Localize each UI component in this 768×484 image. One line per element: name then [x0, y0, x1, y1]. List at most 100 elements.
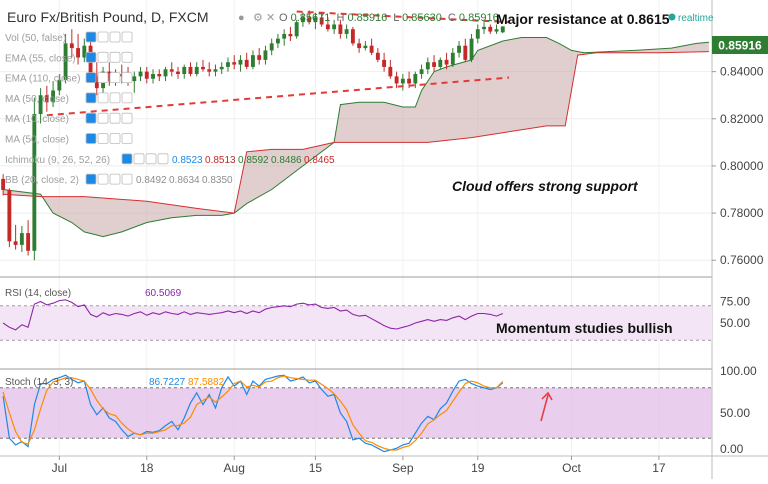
close-icon[interactable]: [157, 153, 169, 165]
eye-icon[interactable]: [85, 173, 97, 185]
indicator-label: BB (20, close, 2): [5, 175, 79, 186]
x-tick-label: 19: [471, 461, 485, 475]
settings-icon[interactable]: [97, 51, 109, 63]
candle-body: [188, 66, 193, 74]
candle-body: [238, 59, 243, 65]
add-icon[interactable]: [109, 31, 121, 43]
add-icon[interactable]: [145, 153, 157, 165]
settings-icon[interactable]: [97, 31, 109, 43]
candle-body: [307, 17, 312, 23]
support-trendline[interactable]: [46, 76, 510, 117]
indicator-row[interactable]: MA (50, close): [5, 92, 133, 105]
close-icon[interactable]: [121, 173, 133, 185]
add-icon[interactable]: [109, 51, 121, 63]
resistance-trendline[interactable]: [296, 10, 510, 24]
eye-icon[interactable]: [85, 92, 97, 104]
y-tick-label: 0.78000: [720, 206, 764, 220]
settings-icon[interactable]: [133, 153, 145, 165]
candle-body: [38, 95, 43, 115]
indicator-row[interactable]: Vol (50, false): [5, 31, 133, 44]
eye-icon[interactable]: [85, 133, 97, 144]
open-prefix: O: [279, 12, 288, 24]
add-icon[interactable]: [109, 72, 121, 83]
eye-icon[interactable]: [85, 51, 97, 63]
candle-body: [500, 26, 505, 33]
settings-icon[interactable]: [97, 133, 109, 144]
add-icon[interactable]: [109, 173, 121, 185]
add-icon[interactable]: [109, 92, 121, 104]
settings-icon[interactable]: [97, 92, 109, 104]
close-icon[interactable]: [121, 51, 133, 63]
candle-body: [369, 45, 374, 53]
candle-body: [232, 62, 237, 65]
eye-icon[interactable]: ●: [238, 12, 245, 24]
stoch-label: Stoch (14, 3, 3): [5, 377, 73, 388]
candle-body: [319, 17, 324, 25]
indicator-label: EMA (55, close): [5, 53, 76, 64]
close-icon[interactable]: ✕: [266, 12, 275, 24]
candle-body: [357, 43, 362, 49]
stoch-grid: [0, 387, 712, 439]
candle-body: [463, 45, 468, 60]
candle-body: [438, 59, 443, 67]
candle-body: [282, 33, 287, 39]
y-tick-label: 0.76000: [720, 253, 764, 267]
settings-icon[interactable]: [97, 72, 109, 83]
eye-icon[interactable]: [121, 153, 133, 165]
stoch-d-line: [2, 375, 504, 451]
candle-body: [325, 24, 330, 30]
stoch-d-value: 87.5882: [188, 377, 225, 388]
ichimoku-cloud: [3, 37, 709, 238]
close-icon[interactable]: [121, 133, 133, 144]
indicator-row[interactable]: MA (10, close): [5, 112, 133, 125]
indicator-label: Vol (50, false): [5, 33, 66, 44]
candle-body: [400, 78, 405, 84]
candle-body: [44, 95, 49, 103]
time-axis[interactable]: Jul 18 Aug 15 Sep 19 Oct 17: [52, 456, 666, 475]
indicator-legend[interactable]: Vol (50, false) EMA (55, close) EMA (110, …: [5, 31, 335, 186]
price-axis[interactable]: 0.76000 0.78000 0.80000 0.82000 0.84000: [712, 65, 764, 268]
candle-body: [51, 90, 56, 103]
eye-icon[interactable]: [85, 31, 97, 43]
header-controls[interactable]: ● ⚙ ✕: [238, 12, 275, 24]
add-icon[interactable]: [109, 133, 121, 144]
candle-body: [350, 29, 355, 44]
candle-body: [13, 241, 18, 245]
open-value: 0.85671: [291, 12, 331, 24]
close-icon[interactable]: [121, 31, 133, 43]
indicator-value: 0.8486: [271, 155, 302, 166]
candle-body: [257, 55, 262, 60]
settings-icon[interactable]: ⚙: [253, 12, 263, 24]
indicator-row[interactable]: EMA (55, close): [5, 51, 133, 64]
indicator-row[interactable]: BB (20, close, 2) 0.8492 0.8634 0.8350: [5, 173, 233, 186]
close-icon[interactable]: [121, 92, 133, 104]
stoch-k-line: [2, 374, 504, 453]
settings-icon[interactable]: [97, 112, 109, 124]
indicator-row[interactable]: MA (50, close): [5, 133, 133, 146]
candle-body: [475, 29, 480, 39]
indicator-row[interactable]: EMA (110, close): [5, 72, 133, 85]
candle-body: [363, 45, 368, 49]
stoch-axis[interactable]: 0.00 50.00 100.00: [720, 364, 757, 456]
candle-body: [457, 45, 461, 53]
settings-icon[interactable]: [97, 173, 109, 185]
x-tick-label: 15: [309, 461, 323, 475]
rsi-legend[interactable]: RSI (14, close) 60.5069: [5, 288, 182, 299]
rsi-axis[interactable]: 50.00 75.00: [720, 295, 750, 331]
arrow-head-icon: [541, 391, 553, 401]
cloud-span-a-line: [3, 37, 709, 238]
close-icon[interactable]: [121, 112, 133, 124]
stoch-tick-label: 100.00: [720, 364, 757, 378]
eye-icon[interactable]: [85, 72, 97, 83]
eye-icon[interactable]: [85, 112, 97, 124]
candle-body: [132, 76, 137, 82]
ohlc-readout: O 0.85671 H 0.85916 L 0.85630 C 0.85916: [279, 12, 499, 24]
indicator-row[interactable]: Ichimoku (9, 26, 52, 26) 0.8523 0.8513 0.85…: [5, 153, 335, 166]
candle-body: [144, 71, 149, 79]
close-icon[interactable]: [121, 72, 133, 83]
candle-body: [7, 189, 12, 242]
add-icon[interactable]: [109, 112, 121, 124]
stoch-legend[interactable]: Stoch (14, 3, 3) 86.7227 87.5882: [5, 377, 225, 388]
candle-body: [169, 69, 174, 72]
